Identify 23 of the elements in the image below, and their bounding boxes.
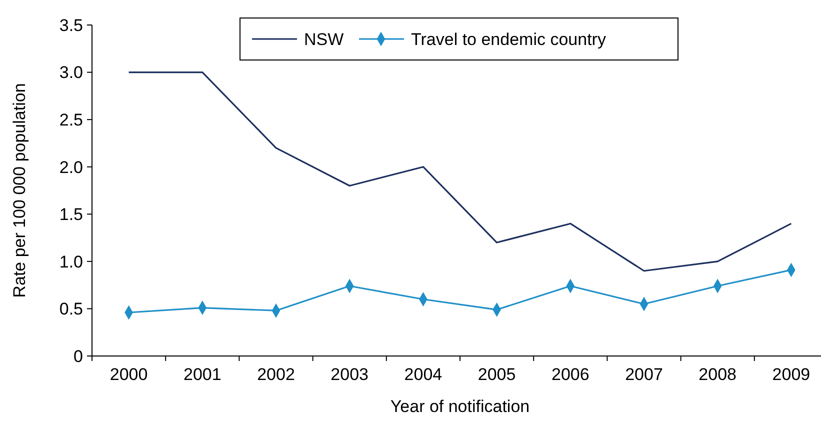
y-tick-label: 0: [74, 346, 83, 366]
x-tick-label: 2006: [551, 365, 590, 384]
x-tick-label: 2001: [183, 365, 222, 384]
x-tick-label: 2003: [330, 365, 369, 384]
line-series: [128, 71, 792, 272]
legend-label: NSW: [304, 30, 344, 49]
y-tick-label: 1.5: [59, 205, 83, 224]
y-tick-label: 2.5: [59, 110, 83, 130]
x-tick-label: 2008: [698, 365, 737, 384]
y-tick-label: 3.0: [59, 63, 83, 82]
x-tick-label: 2005: [478, 365, 516, 384]
x-tick-label: 2000: [110, 365, 148, 384]
y-axis-title: Rate per 100 000 population: [10, 83, 29, 298]
y-tick-label: 0.5: [59, 300, 83, 319]
legend-label: Travel to endemic country: [411, 30, 606, 49]
x-tick-label: 2002: [257, 365, 295, 384]
y-tick-label: 3.5: [59, 16, 83, 35]
y-tick-label: 1.0: [59, 252, 83, 272]
x-tick-label: 2009: [772, 365, 810, 384]
x-tick-label: 2007: [625, 365, 663, 384]
x-tick-label: 2004: [404, 365, 442, 384]
y-tick-label: 2.0: [59, 158, 83, 177]
x-axis-title: Year of notification: [390, 397, 530, 416]
